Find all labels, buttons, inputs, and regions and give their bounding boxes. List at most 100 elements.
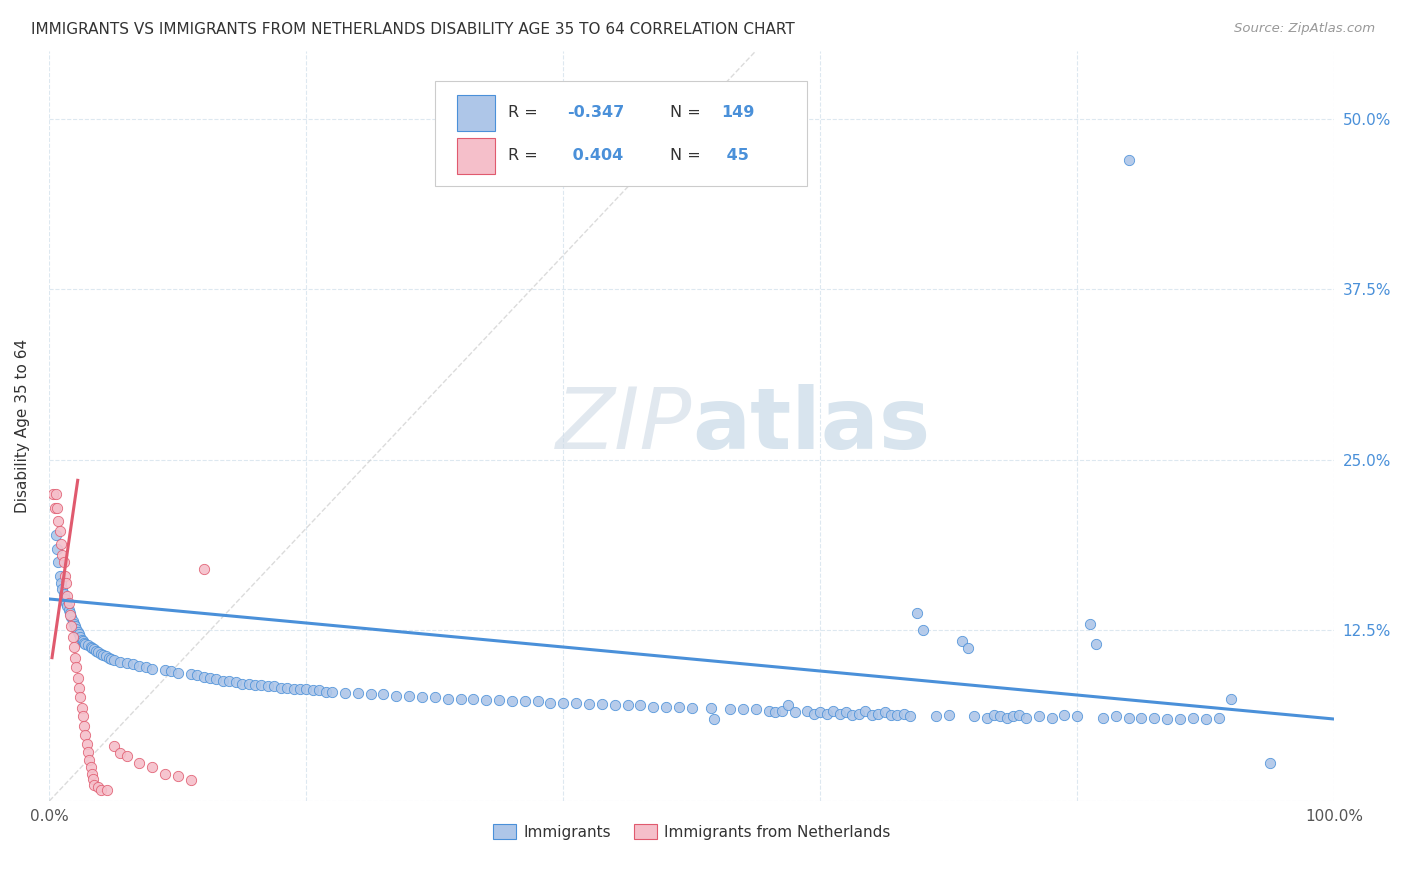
Point (823, 704, 845, 718)
Point (853, 704, 876, 718)
Point (72, 709, 94, 723)
Point (1008, 708, 1031, 723)
Point (995, 711, 1018, 725)
Point (1001, 709, 1024, 723)
Point (628, 698, 651, 713)
Point (553, 696, 575, 710)
Point (79, 640, 101, 654)
Point (186, 668, 208, 682)
Point (463, 691, 485, 706)
Point (167, 769, 190, 783)
Point (873, 705, 896, 719)
Point (69, 690, 91, 705)
Point (373, 688, 395, 702)
Point (475, 693, 498, 707)
Point (745, 702, 768, 716)
Point (48, 569, 70, 583)
Point (950, 634, 973, 648)
Point (59, 608, 82, 623)
Point (65, 660, 87, 674)
Point (96, 783, 118, 797)
Text: Source: ZipAtlas.com: Source: ZipAtlas.com (1234, 22, 1375, 36)
Point (733, 702, 755, 716)
Point (501, 694, 523, 708)
Point (52, 555, 75, 569)
Point (122, 657, 145, 672)
Point (87, 780, 110, 795)
Point (848, 706, 870, 721)
Point (67, 681, 90, 695)
Point (315, 685, 337, 699)
Text: 0.404: 0.404 (567, 148, 623, 163)
Point (193, 562, 215, 576)
Y-axis label: Disability Age 35 to 64: Disability Age 35 to 64 (15, 339, 30, 513)
Point (128, 658, 150, 673)
Point (758, 704, 780, 718)
Point (1091, 711, 1114, 725)
Point (591, 697, 613, 711)
Point (880, 708, 903, 723)
Point (333, 686, 356, 700)
Point (1105, 709, 1128, 723)
Bar (457, 95, 495, 131)
Point (308, 683, 330, 698)
Point (167, 665, 190, 680)
Point (321, 685, 343, 699)
Point (276, 681, 298, 695)
Point (103, 653, 125, 667)
Point (97, 650, 120, 665)
Point (49, 537, 72, 551)
Point (63, 619, 86, 633)
Point (73, 719, 96, 733)
Point (1053, 708, 1076, 723)
Point (540, 696, 562, 710)
Point (56, 599, 79, 613)
Point (655, 699, 678, 714)
Point (243, 678, 266, 692)
Text: 149: 149 (721, 105, 755, 120)
Point (63, 640, 86, 654)
Point (80, 766, 103, 780)
Point (263, 679, 285, 693)
Point (77, 753, 100, 767)
Point (48, 524, 70, 538)
Point (718, 702, 741, 716)
Point (700, 701, 723, 715)
Point (80, 641, 103, 656)
Point (360, 688, 382, 702)
Point (141, 662, 163, 676)
Point (616, 698, 638, 713)
Point (288, 681, 311, 696)
Point (128, 756, 150, 770)
Point (1168, 712, 1191, 726)
Point (76, 737, 98, 751)
Point (815, 706, 838, 721)
Point (84, 644, 107, 658)
Point (193, 670, 215, 684)
Point (63, 616, 86, 631)
Point (1130, 711, 1153, 725)
Point (565, 696, 588, 710)
Text: N =: N = (671, 148, 706, 163)
Point (603, 698, 626, 713)
Text: ZIP: ZIP (555, 384, 692, 467)
Point (180, 667, 202, 681)
Point (46, 500, 69, 515)
Point (238, 676, 260, 690)
Point (69, 630, 91, 644)
Point (51, 582, 73, 597)
Text: R =: R = (508, 148, 543, 163)
Point (93, 648, 115, 662)
Point (66, 671, 89, 685)
Point (72, 634, 94, 648)
Point (108, 655, 131, 669)
Point (703, 712, 725, 726)
Point (63, 650, 86, 665)
Point (898, 709, 921, 723)
Point (783, 705, 806, 719)
Point (1066, 709, 1088, 723)
Point (56, 589, 79, 603)
Point (67, 627, 90, 641)
Point (988, 709, 1011, 723)
Point (55, 575, 77, 590)
